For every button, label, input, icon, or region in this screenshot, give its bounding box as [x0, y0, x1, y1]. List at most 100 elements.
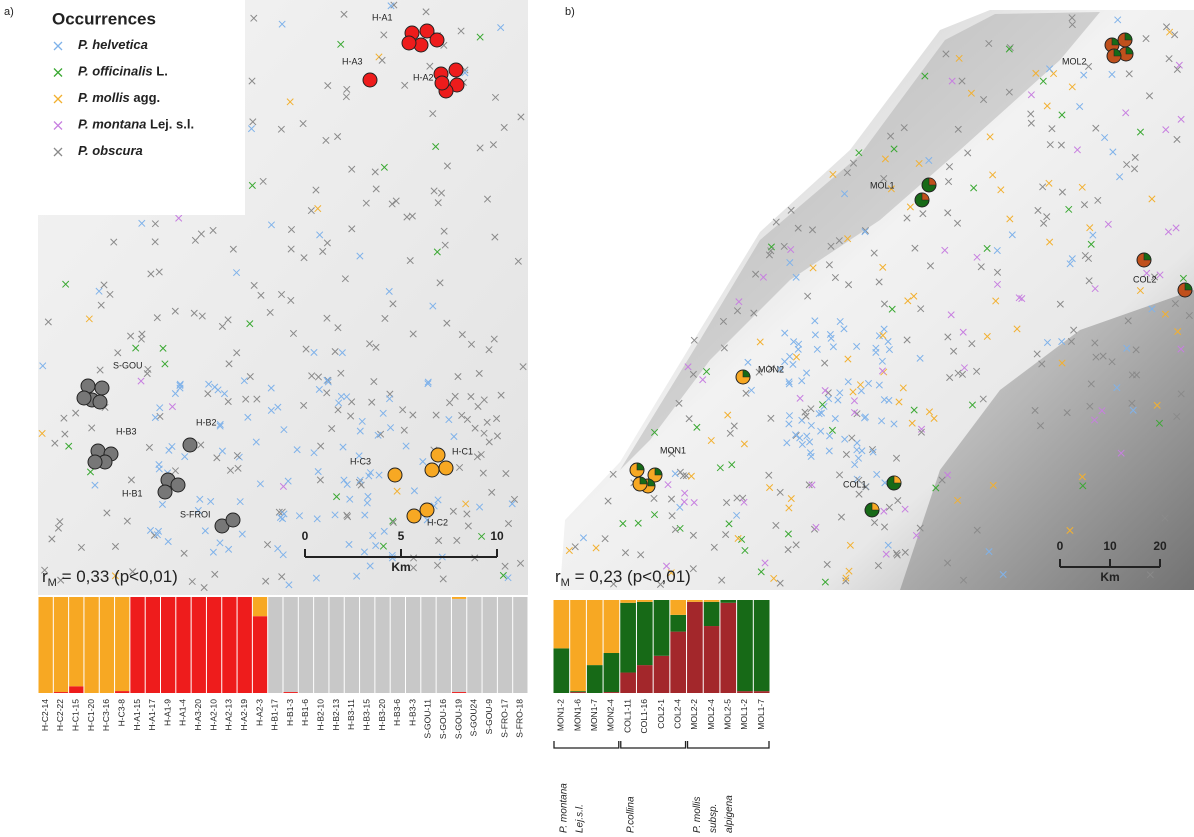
r-subscript: M: [48, 577, 57, 589]
bar-label: MOL1-7: [756, 699, 766, 730]
bar-label: MOL2-4: [706, 699, 716, 730]
bar-segment: [483, 597, 497, 693]
bar-segment: [704, 600, 720, 602]
scale-tick-label: 20: [1153, 539, 1167, 553]
bar-segment: [452, 597, 466, 599]
bar-segment: [513, 597, 527, 693]
site-label: H-B1: [122, 488, 143, 498]
bar-label: H-B1-6: [300, 699, 310, 726]
bar-label: H-A2-13: [224, 699, 234, 731]
bar-segment: [299, 597, 313, 693]
bar-segment: [100, 597, 114, 693]
r-subscript: M: [561, 577, 570, 589]
bar-label: S-GOU-11: [423, 699, 433, 739]
group-label: P. montana: [559, 783, 570, 833]
bar-label: COL2-1: [656, 699, 666, 729]
site-label: H-C3: [350, 456, 371, 466]
scale-tick-label: 5: [398, 529, 405, 543]
scale-tick-label: 0: [1057, 539, 1064, 553]
bar-segment: [39, 597, 53, 693]
bar-segment: [570, 600, 586, 691]
site-label: H-A2: [413, 72, 434, 82]
bar-segment: [222, 597, 236, 693]
site-marker: [226, 513, 240, 527]
bar-label: H-B3-15: [361, 699, 371, 731]
bar-segment: [570, 691, 586, 692]
panel-label: a): [4, 6, 14, 18]
bar-label: H-A2-10: [208, 699, 218, 731]
group-label: P. mollis: [692, 797, 703, 834]
bar-segment: [587, 665, 603, 693]
bar-segment: [84, 597, 98, 693]
bar-segment: [587, 600, 603, 665]
bar-label: H-C3-8: [116, 699, 126, 727]
group-label: Lej.s.l.: [575, 804, 586, 833]
bar-segment: [554, 648, 570, 693]
group-label: P.collina: [625, 796, 636, 833]
site-marker: [171, 478, 185, 492]
bar-label: S-GOU-9: [484, 699, 494, 735]
r-value: = 0,33 (p<0,01): [62, 567, 178, 586]
site-marker: [431, 448, 445, 462]
site-label: H-B2: [196, 417, 217, 427]
legend-label: P. helvetica: [78, 37, 148, 52]
bar-segment: [69, 597, 83, 686]
group-bracket: [621, 741, 686, 748]
site-label: COL2: [1133, 274, 1157, 284]
bar-segment: [604, 653, 620, 692]
bar-label: H-C1-20: [86, 699, 96, 731]
bar-segment: [754, 600, 770, 691]
site-label: H-A1: [372, 12, 393, 22]
site-marker: [420, 503, 434, 517]
legend-species: P. mollis: [78, 90, 130, 105]
site-marker: [425, 463, 439, 477]
bar-segment: [284, 597, 298, 692]
legend-species: P. obscura: [78, 143, 143, 158]
bar-segment: [176, 597, 190, 693]
bar-label: H-B1-17: [270, 699, 280, 731]
site-label: H-C1: [452, 446, 473, 456]
figure: a)b)OccurrencesP. helveticaP. officinali…: [0, 0, 1194, 837]
bar-segment: [570, 692, 586, 693]
site-marker: [183, 438, 197, 452]
scale-unit: Km: [1100, 570, 1119, 584]
bar-segment: [620, 673, 636, 693]
bar-segment: [207, 597, 221, 693]
bar-segment: [253, 616, 267, 693]
bar-label: H-B3-20: [377, 699, 387, 731]
bar-label: H-B3-6: [392, 699, 402, 726]
bar-segment: [654, 600, 670, 656]
legend-species: P. montana: [78, 117, 146, 132]
site-marker: [388, 468, 402, 482]
legend-author: L.: [156, 64, 168, 79]
bar-segment: [737, 600, 753, 691]
bar-label: COL1-11: [622, 699, 632, 733]
bar-label: H-A1-4: [178, 699, 188, 726]
bar-segment: [192, 597, 206, 693]
bar-label: H-B3-11: [346, 699, 356, 730]
bar-segment: [375, 597, 389, 693]
bar-label: MON1-6: [572, 699, 582, 731]
bar-segment: [284, 692, 298, 693]
bar-label: MON1-7: [589, 699, 599, 731]
bar-segment: [146, 597, 160, 693]
bar-segment: [238, 597, 252, 693]
bar-segment: [161, 597, 175, 693]
bar-segment: [604, 600, 620, 653]
bar-label: MON1-2: [556, 699, 566, 731]
legend-author: Lej. s.l.: [150, 117, 194, 132]
bar-segment: [654, 656, 670, 693]
bar-label: H-C2-14: [40, 699, 50, 731]
legend-species: P. helvetica: [78, 37, 148, 52]
bar-label: H-B2-10: [316, 699, 326, 731]
legend-label: P. montana Lej. s.l.: [78, 117, 194, 132]
scale-tick-label: 10: [490, 529, 504, 543]
site-marker: [158, 485, 172, 499]
bar-label: H-A1-15: [132, 699, 142, 731]
bar-label: S-FRO-18: [515, 699, 525, 738]
bar-segment: [54, 692, 68, 693]
bar-segment: [604, 692, 620, 693]
bar-segment: [452, 692, 466, 693]
site-label: MOL2: [1062, 56, 1087, 66]
bar-label: S-FRO-17: [499, 699, 509, 738]
